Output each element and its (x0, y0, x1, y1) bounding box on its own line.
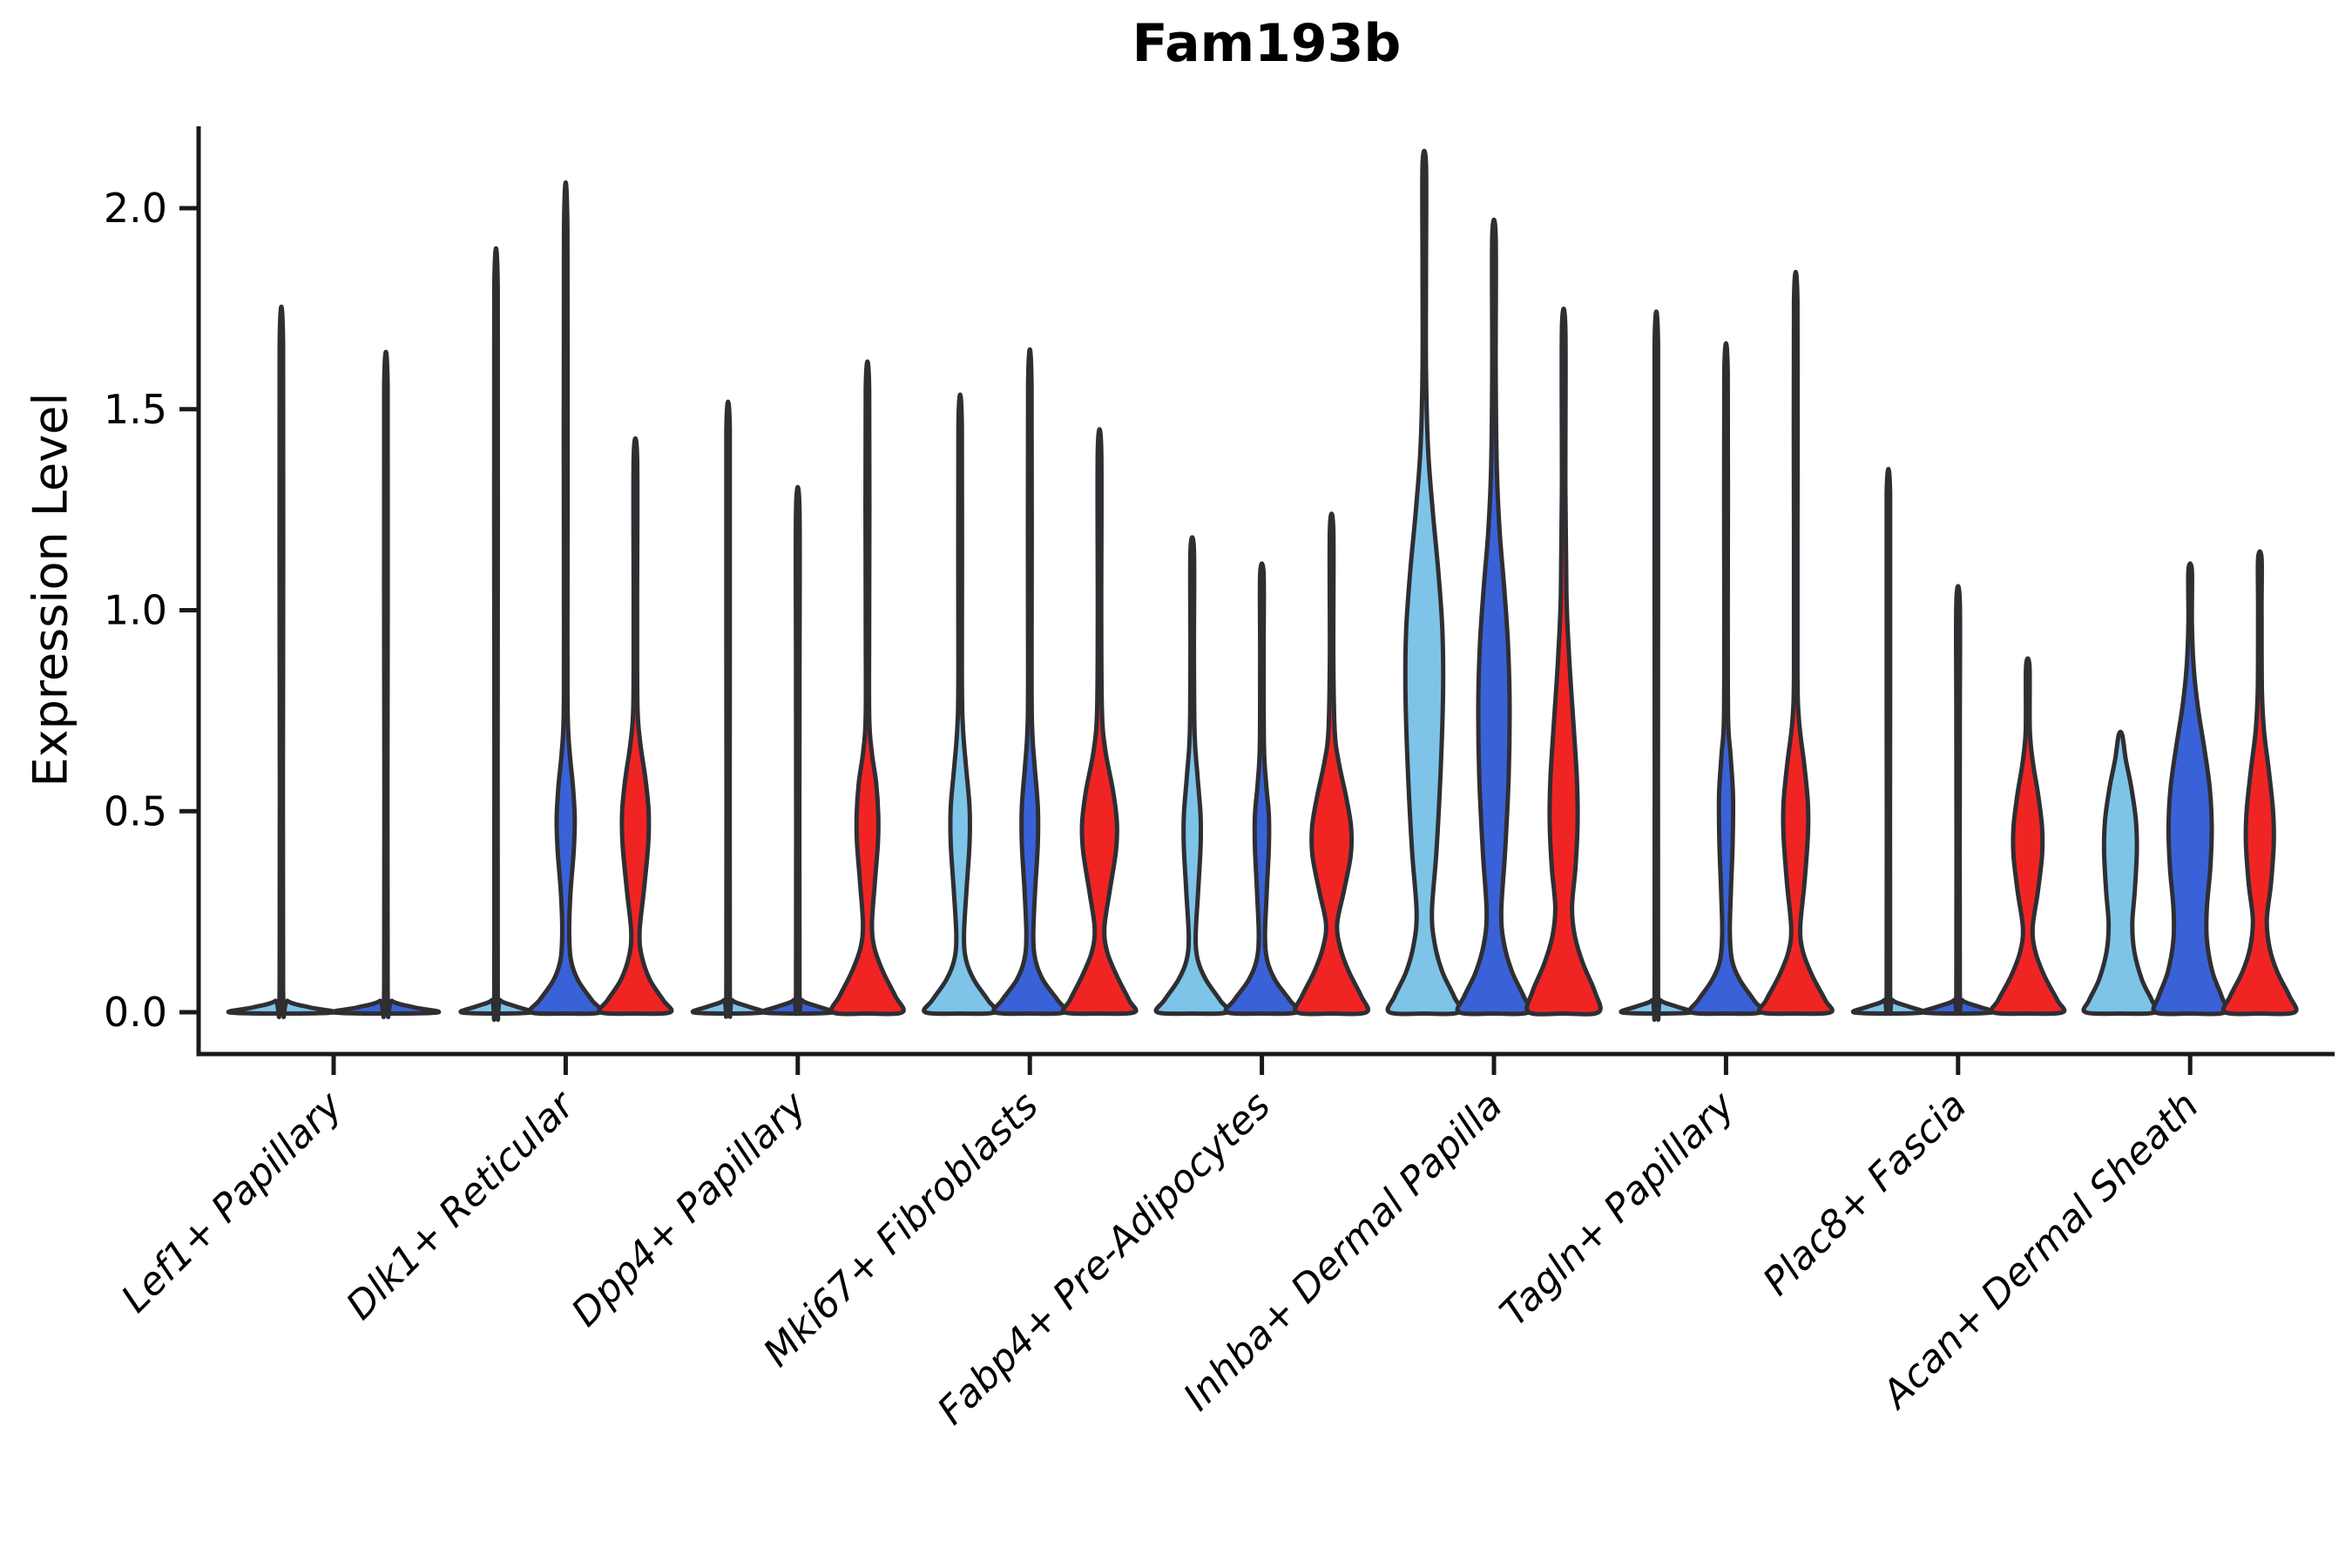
y-tick-label: 2.0 (104, 185, 167, 232)
violin-lightblue (690, 399, 766, 1019)
violin-lightblue (1619, 309, 1694, 1022)
violin-darkblue (1920, 584, 1996, 1016)
chart-title: Fam193b (1132, 13, 1402, 74)
y-tick-label: 1.0 (104, 587, 167, 634)
violin-darkblue (1223, 561, 1301, 1017)
x-tick-label: Dlk1+ Reticular (338, 1082, 585, 1328)
violin-red (1293, 511, 1370, 1017)
violin-red (1989, 656, 2067, 1017)
violin-lightblue (458, 246, 534, 1022)
violin-darkblue (330, 349, 442, 1019)
axis-spine (196, 126, 2335, 1057)
violin-red (1060, 427, 1139, 1017)
violin-lightblue (1385, 148, 1463, 1017)
violin-lightblue (1850, 467, 1926, 1017)
violin-red (1524, 307, 1603, 1017)
y-tick-label: 0.5 (104, 787, 167, 835)
violin-lightblue (2081, 729, 2159, 1017)
violin-darkblue (760, 484, 835, 1017)
violin-lightblue (226, 304, 337, 1019)
x-tick-label: Dpp4+ Papillary (564, 1083, 816, 1335)
violin-lightblue (1153, 535, 1231, 1017)
violin-darkblue (527, 180, 605, 1017)
violin-red (828, 359, 906, 1017)
violin-darkblue (1687, 341, 1765, 1017)
x-tick-label: Lef1+ Papillary (113, 1083, 352, 1321)
y-tick-label: 0.0 (104, 989, 167, 1036)
violin-lightblue (922, 392, 999, 1017)
violin-red (1757, 269, 1835, 1017)
violin-darkblue (1455, 217, 1533, 1017)
violin-red (597, 436, 674, 1017)
x-tick-label: Plac8+ Fascia (1754, 1084, 1975, 1304)
x-tick-label: Tagln+ Papillary (1491, 1083, 1743, 1335)
violin-red (2220, 549, 2299, 1017)
violin-darkblue (991, 347, 1069, 1017)
violin-darkblue (2151, 561, 2229, 1017)
y-tick-label: 1.5 (104, 386, 167, 433)
